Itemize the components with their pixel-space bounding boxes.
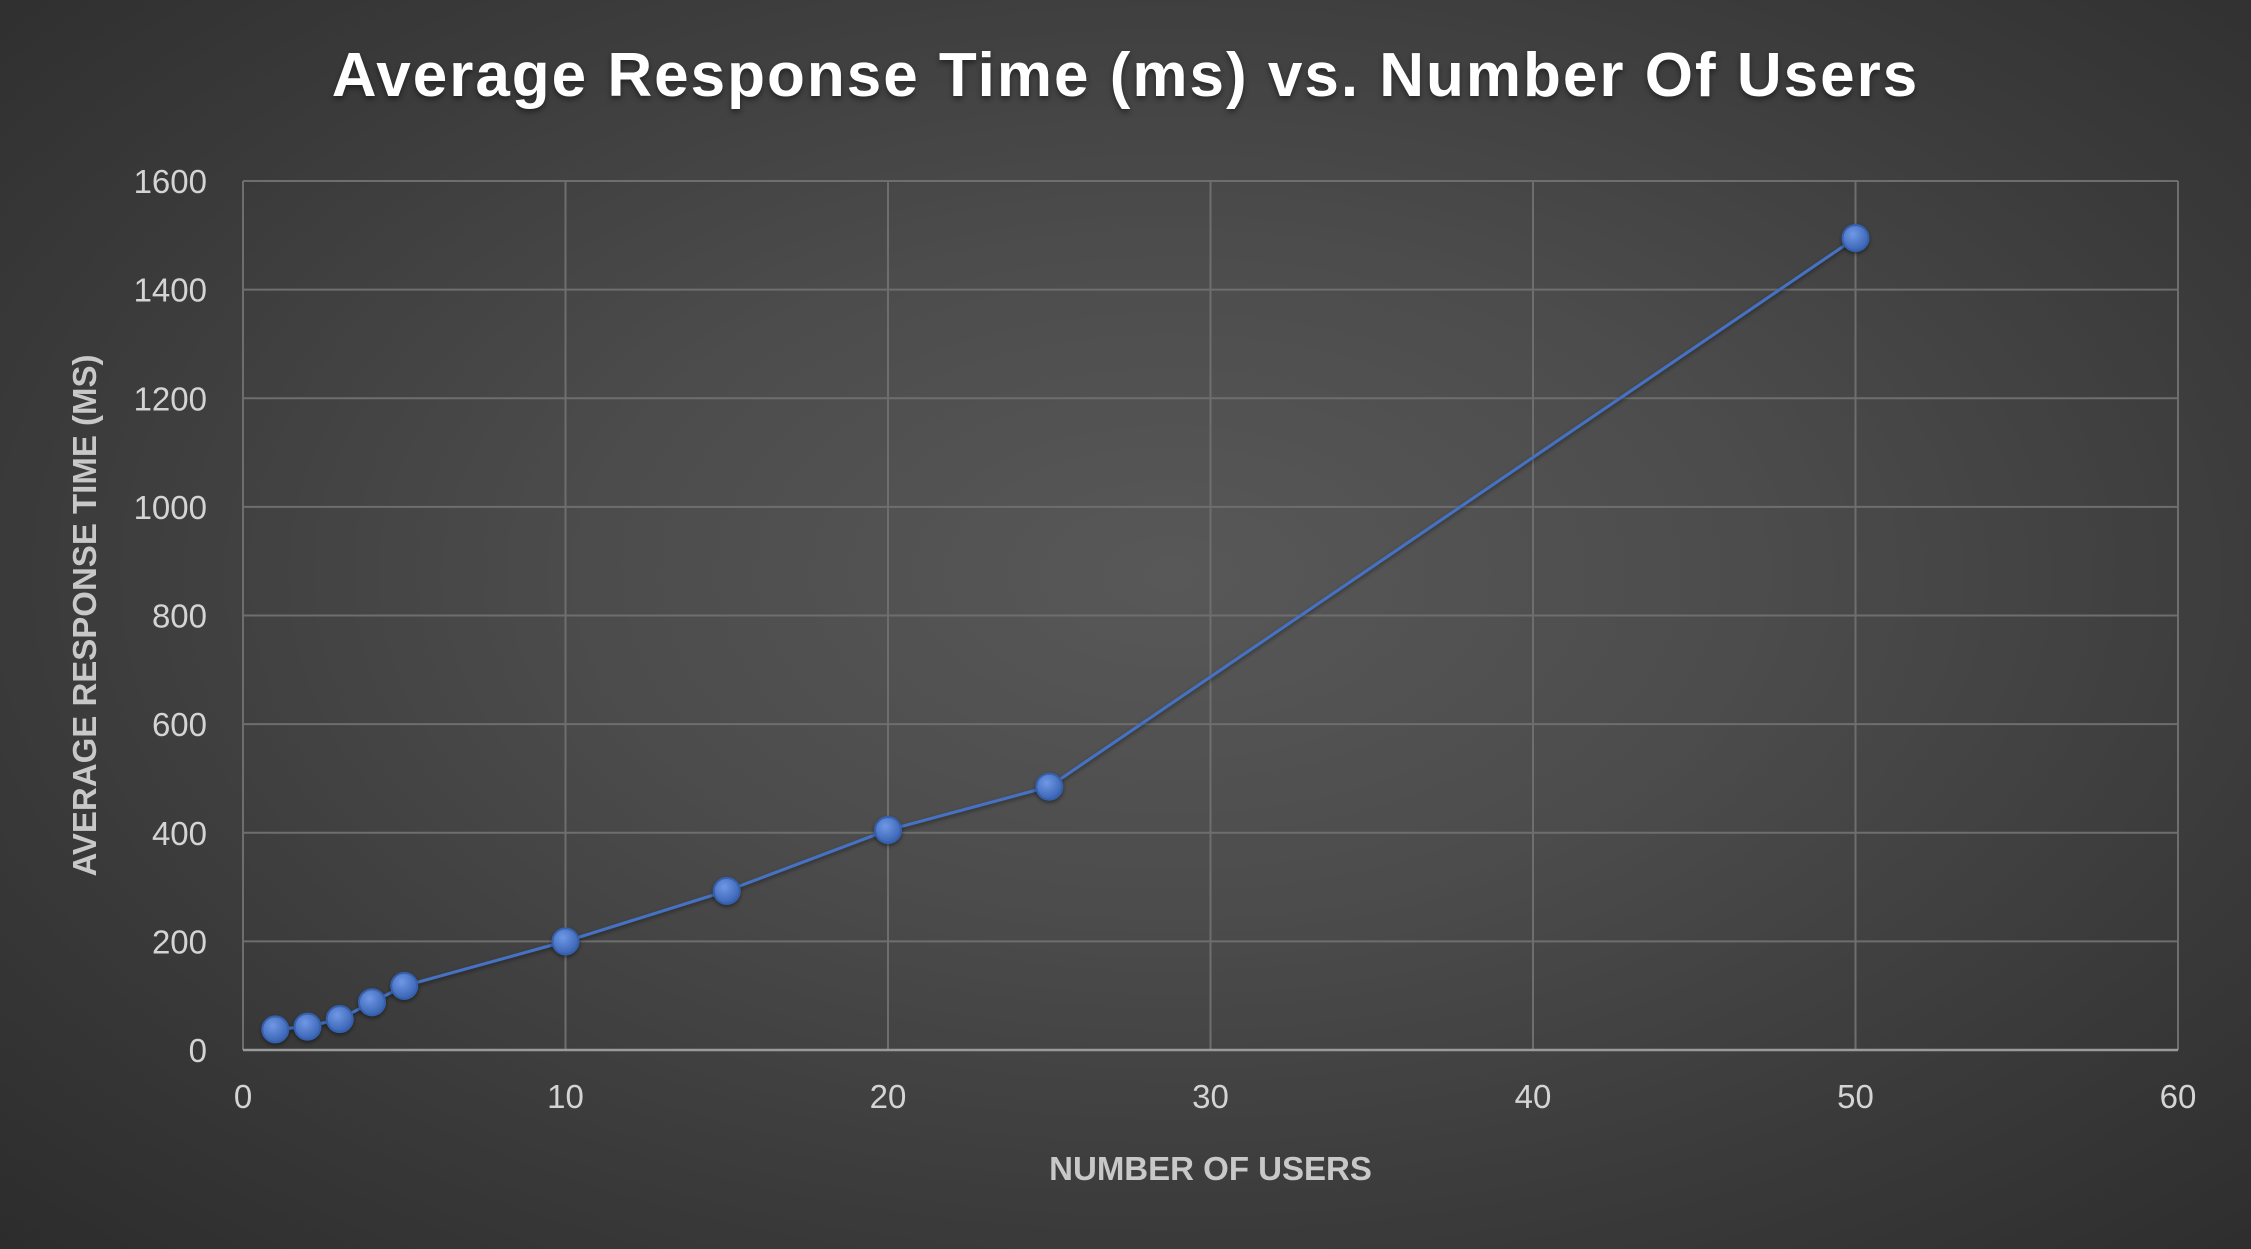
x-axis-title: NUMBER OF USERS — [1049, 1150, 1372, 1187]
data-point — [358, 988, 386, 1017]
y-axis-title: AVERAGE RESPONSE TIME (MS) — [66, 355, 103, 877]
y-tick-label: 600 — [152, 706, 207, 743]
data-point — [325, 1005, 354, 1034]
y-tick-label: 200 — [152, 923, 207, 960]
data-point — [1035, 772, 1064, 801]
x-tick-label: 30 — [1192, 1078, 1229, 1115]
x-tick-label: 10 — [547, 1078, 584, 1115]
data-point — [261, 1015, 290, 1044]
chart-title: Average Response Time (ms) vs. Number Of… — [331, 41, 1920, 110]
x-tick-label: 20 — [870, 1078, 907, 1115]
axis-layer: 0 200 400 600 800 1000 1200 1400 1600 0 10 20 30 40 50… — [134, 163, 2197, 1115]
y-tick-label: 1200 — [134, 380, 207, 417]
data-point — [551, 927, 580, 956]
grid-layer — [242, 180, 2179, 1050]
y-tick-label: 400 — [152, 815, 207, 852]
x-tick-label: 0 — [234, 1078, 252, 1115]
y-tick-label: 0 — [189, 1032, 207, 1069]
y-tick-label: 1400 — [134, 272, 207, 309]
data-point — [712, 876, 741, 905]
data-point — [293, 1012, 322, 1041]
data-point — [1841, 224, 1870, 253]
data-point — [390, 971, 419, 1000]
series-line — [275, 236, 1857, 1031]
x-tick-label: 40 — [1515, 1078, 1552, 1115]
y-tick-label: 1000 — [134, 489, 207, 526]
x-tick-label: 50 — [1837, 1078, 1874, 1115]
y-tick-label: 1600 — [134, 163, 207, 200]
series-layer — [261, 224, 1870, 1044]
y-tick-label: 800 — [152, 598, 207, 635]
data-point — [874, 816, 902, 845]
x-tick-label: 60 — [2160, 1078, 2197, 1115]
